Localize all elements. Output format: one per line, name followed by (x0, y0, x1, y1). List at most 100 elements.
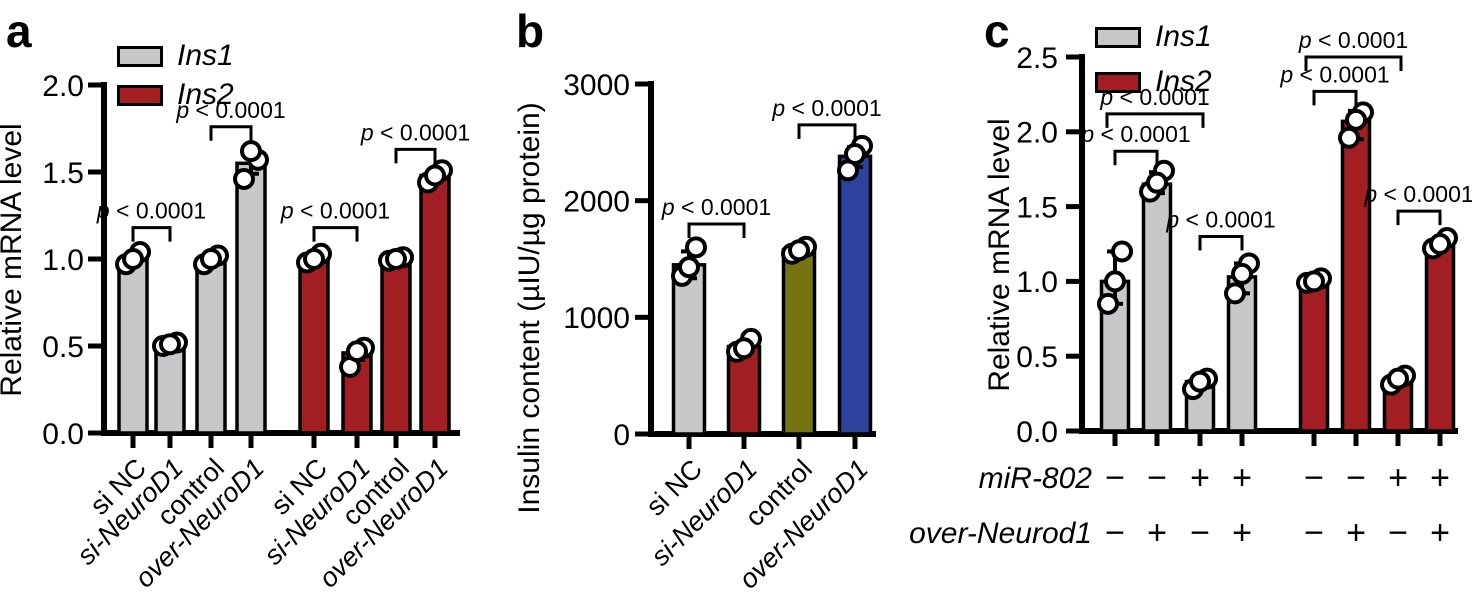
y-tick-label: 1.0 (1016, 266, 1058, 299)
y-axis-label-c: Relative mRNA level (983, 118, 1016, 392)
y-tick-label: 0.0 (1016, 416, 1058, 449)
significance-bracket (1105, 112, 1205, 128)
legend-label-ins1: Ins1 (177, 39, 234, 72)
sign-cell: + (1147, 514, 1167, 552)
data-point (233, 167, 255, 190)
significance-label: p < 0.0001 (1165, 207, 1275, 233)
bar (195, 257, 227, 435)
significance-bracket (1198, 235, 1244, 251)
data-point (122, 248, 144, 270)
bar (298, 257, 330, 435)
significance-label: p < 0.0001 (1080, 121, 1190, 147)
y-tick-label: 1.0 (42, 244, 84, 277)
data-point (240, 140, 262, 163)
y-tick-label: 3000 (563, 69, 630, 102)
legend-row-ins1: Ins1 (1095, 22, 1212, 52)
data-point (788, 239, 810, 262)
data-point (1387, 367, 1409, 390)
data-point (424, 164, 446, 187)
data-point (303, 248, 325, 270)
sign-cell: + (1346, 514, 1366, 552)
y-axis-label-b: Insulin content (µIU/µg protein) (513, 102, 546, 514)
data-point (844, 143, 866, 165)
legend-label-ins2: Ins2 (177, 78, 234, 111)
sign-cell: + (1388, 459, 1408, 497)
y-tick-label: 0.0 (42, 418, 84, 451)
sign-cell: + (1232, 459, 1252, 497)
bar (837, 154, 873, 436)
sign-cell: − (1147, 459, 1167, 497)
data-point (1189, 370, 1211, 393)
significance-bracket (1396, 209, 1442, 226)
data-point (1338, 126, 1360, 149)
y-tick-label: 2.0 (42, 70, 84, 103)
significance-label: p < 0.0001 (175, 97, 285, 123)
bar (419, 173, 451, 435)
significance-label: p < 0.0001 (96, 198, 206, 224)
data-point (346, 340, 368, 363)
legend-c: Ins1 Ins2 (1095, 22, 1212, 112)
y-tick-label: 1.5 (42, 157, 84, 190)
data-point (1111, 240, 1133, 263)
sign-cell: − (1388, 514, 1408, 552)
row-label: over-Neurod1 (909, 517, 1092, 550)
legend-row-ins1: Ins1 (117, 41, 234, 71)
sign-cell: − (1304, 514, 1324, 552)
legend-row-ins2: Ins2 (117, 80, 234, 110)
sign-cell: + (1430, 514, 1450, 552)
significance-bracket (312, 226, 359, 242)
data-point (159, 333, 181, 356)
data-point (1224, 282, 1246, 305)
y-tick-label: 0.5 (1016, 341, 1058, 374)
y-tick-label: 1000 (563, 302, 630, 335)
bar (380, 257, 412, 435)
significance-label: p < 0.0001 (1279, 61, 1389, 87)
y-tick-label: 1.5 (1016, 191, 1058, 224)
panel-letter-c: c (984, 5, 1010, 57)
data-point (1146, 171, 1168, 194)
sign-cell: + (1190, 459, 1210, 497)
legend-swatch-ins2 (1095, 71, 1141, 93)
significance-bracket (131, 226, 172, 242)
panel-letter-b: b (516, 5, 545, 57)
data-point (1231, 262, 1253, 285)
significance-bracket (1113, 149, 1159, 166)
data-point (678, 256, 700, 279)
bar (1226, 275, 1258, 433)
significance-bracket (394, 147, 437, 164)
sign-cell: − (1105, 459, 1125, 497)
legend-label-ins2: Ins2 (1155, 65, 1212, 98)
row-label: miR-802 (979, 462, 1093, 495)
bar (781, 247, 817, 436)
y-tick-label: 2000 (563, 185, 630, 218)
sign-cell: − (1190, 514, 1210, 552)
legend-swatch-ins2 (117, 84, 163, 106)
data-point (1303, 270, 1325, 293)
significance-label: p < 0.0001 (280, 198, 390, 224)
y-tick-label: 2.5 (1016, 42, 1058, 75)
sign-cell: − (1304, 459, 1324, 497)
significance-bracket (1312, 89, 1358, 106)
bar (235, 161, 267, 435)
y-tick-label: 0.5 (42, 331, 84, 364)
panel-a-chart: 0.00.51.01.52.0si NCsi-NeuroD1controlove… (42, 70, 470, 594)
significance-label: p < 0.0001 (1298, 27, 1408, 53)
bar (1298, 279, 1330, 433)
bar (154, 342, 186, 435)
data-point (1429, 233, 1451, 255)
significance-bracket (687, 222, 746, 238)
data-point (1104, 270, 1126, 293)
significance-label: p < 0.0001 (1363, 181, 1472, 207)
legend-a: Ins1 Ins2 (117, 41, 234, 119)
bar (1424, 242, 1456, 433)
bar (671, 263, 707, 436)
significance-bracket (209, 125, 253, 141)
significance-label: p < 0.0001 (360, 119, 470, 145)
significance-label: p < 0.0001 (661, 194, 771, 220)
data-point (1097, 292, 1119, 315)
sign-cell: − (1105, 514, 1125, 552)
data-point (200, 248, 222, 270)
